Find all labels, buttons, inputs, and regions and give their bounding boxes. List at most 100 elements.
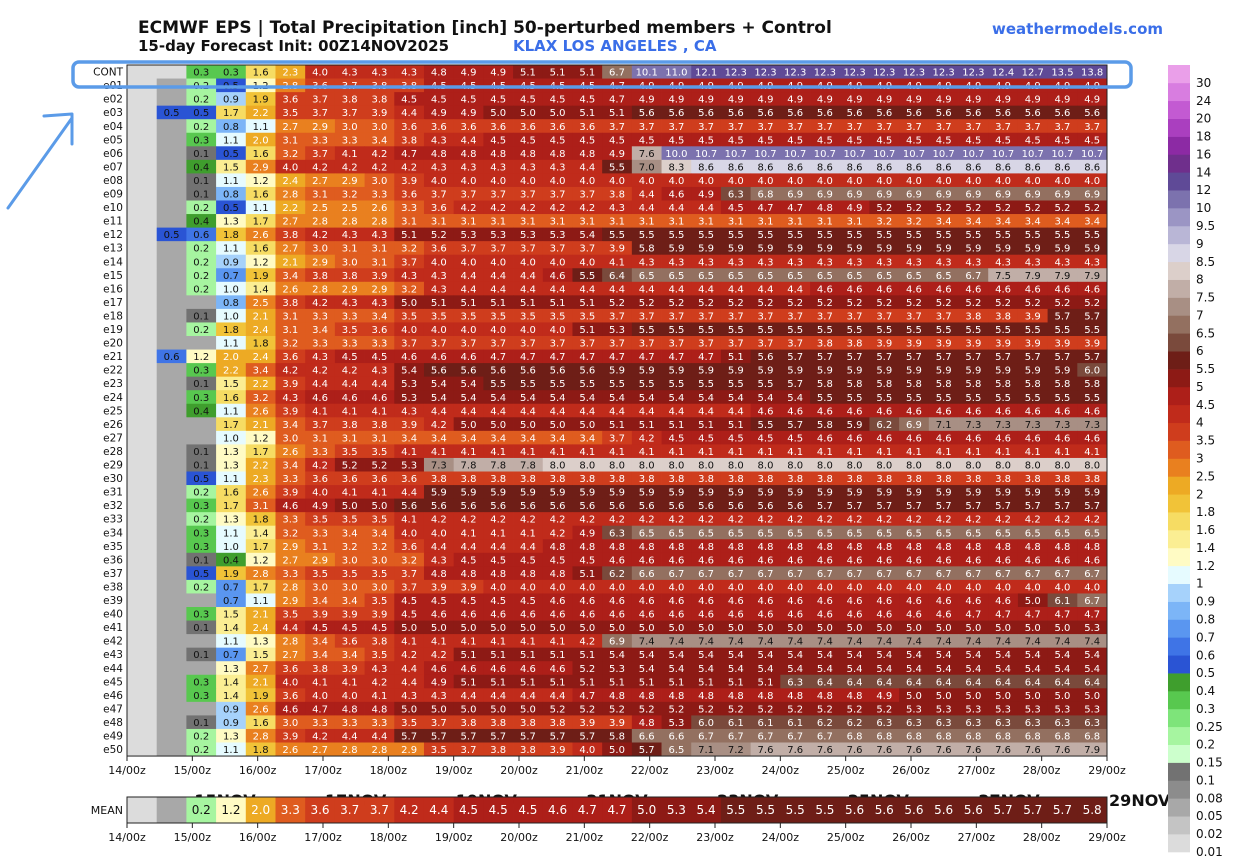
cell-value: 2.7 — [282, 217, 298, 228]
heatmap-cell — [1047, 159, 1078, 174]
cell-value: 6.7 — [728, 732, 744, 743]
heatmap-cell — [869, 200, 900, 215]
heatmap-cell — [899, 322, 930, 337]
cell-value: 5.3 — [995, 704, 1011, 715]
cell-value: 2.2 — [253, 379, 269, 390]
cell-value: 4.7 — [312, 704, 328, 715]
cell-value: 4.7 — [579, 691, 595, 702]
cell-value: 4.0 — [639, 176, 655, 187]
colorbar-swatch — [1168, 404, 1190, 424]
cell-value: 5.9 — [639, 488, 655, 499]
heatmap-cell — [631, 159, 662, 174]
heatmap-cell — [483, 254, 514, 269]
cell-value: 4.4 — [461, 691, 477, 702]
cell-value: 2.8 — [342, 217, 358, 228]
cell-value: 4.6 — [817, 433, 833, 444]
heatmap-cell — [186, 241, 217, 256]
cell-value: 5.6 — [639, 108, 655, 119]
heatmap-cell — [572, 92, 603, 107]
cell-value: 5.0 — [847, 623, 863, 634]
heatmap-cell — [364, 281, 395, 296]
cell-value: 5.6 — [758, 108, 774, 119]
cell-value: 5.0 — [787, 623, 803, 634]
cell-value: 5.9 — [817, 244, 833, 255]
brand-link[interactable]: weathermodels.com — [992, 20, 1164, 38]
cell-value: 5.1 — [520, 677, 536, 688]
mean-x-tick-label: 14/00z — [108, 831, 146, 844]
heatmap-cell — [869, 322, 900, 337]
cell-value: 4.0 — [461, 176, 477, 187]
cell-value: 3.0 — [371, 122, 387, 133]
cell-value: 5.4 — [579, 393, 595, 404]
cell-value: 3.1 — [609, 217, 625, 228]
heatmap-cell — [394, 159, 425, 174]
heatmap-cell — [839, 241, 870, 256]
colorbar-label: 14 — [1196, 165, 1211, 179]
cell-value: 1.4 — [253, 528, 269, 539]
heatmap-cell — [156, 742, 187, 757]
cell-value: 3.0 — [312, 582, 328, 593]
cell-value: 4.6 — [847, 555, 863, 566]
cell-value: 5.0 — [639, 623, 655, 634]
colorbar-label: 0.05 — [1196, 809, 1223, 823]
cell-value: 4.5 — [550, 135, 566, 146]
cell-value: 7.3 — [1084, 420, 1100, 431]
heatmap-cell — [394, 186, 425, 201]
cell-value: 4.6 — [520, 664, 536, 675]
cell-value: 5.6 — [995, 108, 1011, 119]
cell-value: 3.9 — [461, 582, 477, 593]
colorbar-swatch — [1168, 333, 1190, 352]
heatmap-cell — [216, 214, 247, 228]
cell-value: 1.1 — [223, 406, 239, 417]
colorbar-swatch — [1168, 297, 1190, 316]
cell-value: 13.8 — [1081, 68, 1103, 79]
heatmap-cell — [631, 65, 662, 79]
heatmap-cell — [899, 227, 930, 242]
cell-value: 5.1 — [728, 420, 744, 431]
cell-value: 5.9 — [668, 488, 684, 499]
cell-value: 5.2 — [668, 298, 684, 309]
cell-value: 10.7 — [843, 149, 865, 160]
cell-value: 3.8 — [787, 474, 803, 485]
cell-value: 4.1 — [1084, 447, 1100, 458]
cell-value: 4.4 — [490, 542, 506, 553]
colorbar-label: 7.5 — [1196, 291, 1215, 305]
cell-value: 3.8 — [550, 474, 566, 485]
heatmap-cell — [127, 119, 158, 134]
cell-value: 3.3 — [312, 311, 328, 322]
cell-value: 5.1 — [579, 677, 595, 688]
mean-x-tick-label: 19/00z — [435, 831, 473, 844]
heatmap-cell — [780, 146, 811, 161]
cell-value: 1.9 — [253, 691, 269, 702]
cell-value: 5.2 — [876, 704, 892, 715]
colorbar-swatch — [1168, 530, 1190, 549]
cell-value: 3.9 — [312, 610, 328, 621]
cell-value: 6.5 — [758, 271, 774, 282]
cell-value: 4.5 — [431, 95, 447, 106]
heatmap-cell — [1017, 65, 1049, 79]
cell-value: 4.6 — [995, 433, 1011, 444]
heatmap-cell — [1047, 295, 1078, 310]
cell-value: 5.0 — [906, 691, 922, 702]
row-label: e31 — [103, 487, 123, 499]
heatmap-cell — [869, 65, 900, 79]
heatmap-cell — [216, 241, 247, 256]
heatmap-cell — [423, 132, 455, 147]
cell-value: 3.9 — [401, 176, 417, 187]
cell-value: 4.0 — [579, 176, 595, 187]
heatmap-cell — [186, 159, 217, 174]
cell-value: 4.4 — [639, 190, 655, 201]
heatmap-cell — [127, 457, 158, 472]
heatmap-cell — [127, 579, 158, 594]
cell-value: 4.1 — [490, 637, 506, 648]
cell-value: 6.7 — [698, 569, 714, 580]
cell-value: 4.3 — [758, 257, 774, 268]
heatmap-cell — [483, 322, 514, 337]
cell-value: 4.8 — [490, 569, 506, 580]
heatmap-cell — [631, 200, 662, 215]
cell-value: 3.7 — [609, 433, 625, 444]
cell-value: 3.8 — [490, 718, 506, 729]
cell-value: 5.2 — [876, 203, 892, 214]
cell-value: 4.3 — [461, 162, 477, 173]
cell-value: 4.1 — [936, 447, 952, 458]
